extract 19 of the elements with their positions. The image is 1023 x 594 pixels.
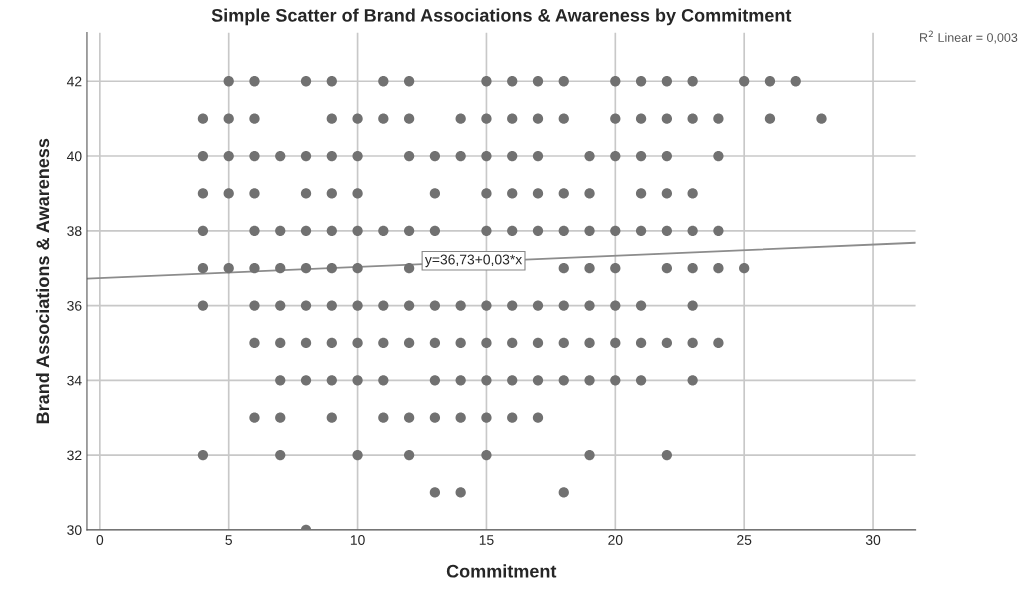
x-tick-label: 10 bbox=[350, 535, 365, 545]
x-tick-label: 15 bbox=[479, 535, 494, 545]
y-tick-label: 32 bbox=[67, 450, 82, 461]
annotation: y=36,73+0,03*x bbox=[424, 254, 523, 268]
chart-title: Simple Scatter of Brand Associations & Awareness by Commitment bbox=[211, 8, 792, 26]
y-tick-label: 40 bbox=[66, 151, 82, 162]
y-tick-label: 42 bbox=[66, 76, 82, 87]
x-tick-label: 5 bbox=[225, 535, 232, 545]
x-axis-title: Commitment bbox=[446, 564, 557, 578]
x-tick-label: 0 bbox=[96, 535, 104, 545]
y-tick-label: 30 bbox=[67, 525, 82, 536]
y-tick-label: 36 bbox=[67, 300, 82, 311]
text: R$^{2}$ Linear = 0,003 bbox=[920, 30, 1018, 44]
y-axis-title: Brand Associations & Awareness bbox=[35, 138, 50, 424]
x-tick-label: 25 bbox=[737, 535, 752, 545]
y-tick-label: 34 bbox=[67, 375, 82, 386]
y-tick-label: 38 bbox=[67, 226, 82, 236]
x-tick-label: 20 bbox=[608, 535, 623, 545]
x-tick-label: 30 bbox=[865, 535, 881, 545]
